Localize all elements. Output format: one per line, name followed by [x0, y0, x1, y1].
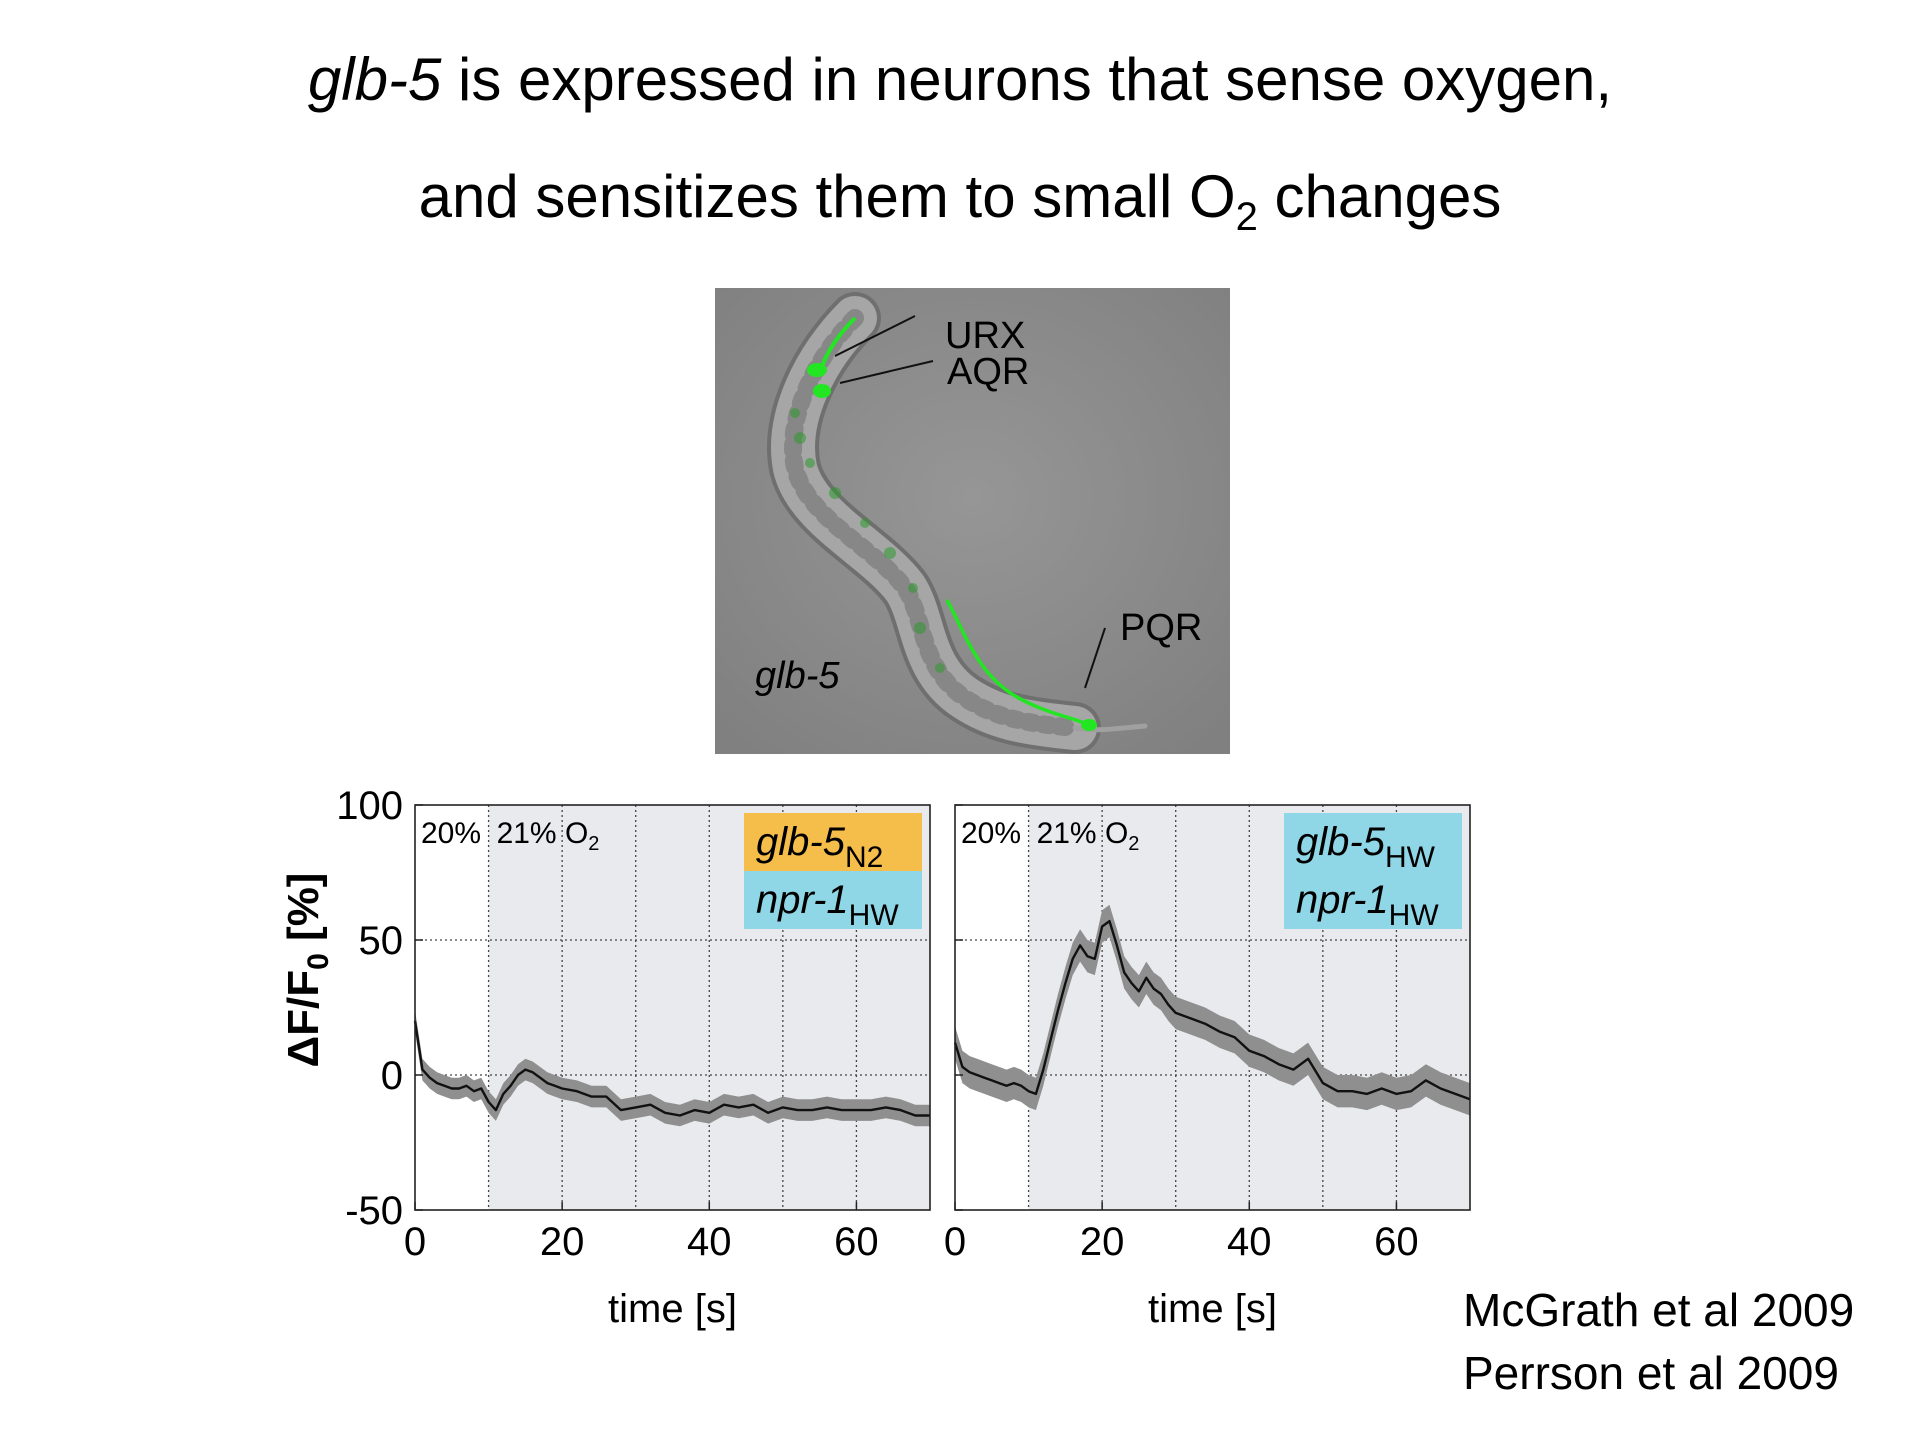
condition-label-20pct: 20% — [961, 817, 1021, 850]
gene-label: glb-5 — [755, 655, 840, 697]
legend-label: glb-5HW — [1296, 820, 1436, 874]
x-tick-label: 40 — [687, 1220, 732, 1264]
y-tick-label: 0 — [381, 1054, 403, 1098]
urx-label: URX — [945, 315, 1025, 357]
y-tick-label: 100 — [336, 784, 403, 828]
reference-mcgrath: McGrath et al 2009 — [1463, 1284, 1855, 1336]
svg-text:ΔF/F0 [%]: ΔF/F0 [%] — [279, 873, 335, 1068]
x-tick-label: 0 — [944, 1220, 966, 1264]
slide-title-line-1: glb-5 is expressed in neurons that sense… — [307, 46, 1613, 113]
legend-label: glb-5N2 — [756, 820, 883, 874]
aqr-label: AQR — [947, 351, 1029, 393]
condition-label-21pct: 21% O2 — [497, 817, 600, 855]
legend-box — [744, 871, 922, 929]
mean-trace — [953, 919, 1471, 1101]
x-tick-label: 60 — [834, 1220, 879, 1264]
pqr-label: PQR — [1120, 607, 1202, 649]
y-tick-label: 50 — [359, 919, 404, 963]
x-tick-label: 40 — [1227, 1220, 1272, 1264]
legend-box — [1284, 813, 1462, 871]
y-axis-label: ΔF/F0 [%] — [279, 873, 335, 1068]
mean-trace — [413, 1020, 930, 1117]
x-tick-label: 0 — [404, 1220, 426, 1264]
condition-label-21pct: 21% O2 — [1037, 817, 1140, 855]
sem-band — [415, 1010, 930, 1127]
slide-title-line-2: and sensitizes them to small O2 changes — [418, 163, 1502, 239]
x-axis-label: time [s] — [608, 1287, 737, 1331]
legend-label: npr-1HW — [756, 878, 899, 932]
legend-label: npr-1HW — [1296, 878, 1439, 932]
sem-band — [955, 904, 1470, 1116]
legend-box — [744, 813, 922, 871]
x-axis-label: time [s] — [1148, 1287, 1277, 1331]
neuron-pointer-lines — [834, 315, 1106, 689]
worm-micrograph: URX AQR PQR glb-5 — [715, 288, 1230, 754]
x-tick-label: 20 — [1080, 1220, 1125, 1264]
x-tick-label: 20 — [540, 1220, 585, 1264]
reference-perrson: Perrson et al 2009 — [1463, 1347, 1839, 1399]
condition-label-20pct: 20% — [421, 817, 481, 850]
gfp-neurons — [790, 316, 1097, 731]
y-tick-label: -50 — [345, 1189, 403, 1233]
x-tick-label: 60 — [1374, 1220, 1419, 1264]
plot-frame — [954, 804, 1471, 1211]
plot-frame — [414, 804, 931, 1211]
legend-box — [1284, 871, 1462, 929]
